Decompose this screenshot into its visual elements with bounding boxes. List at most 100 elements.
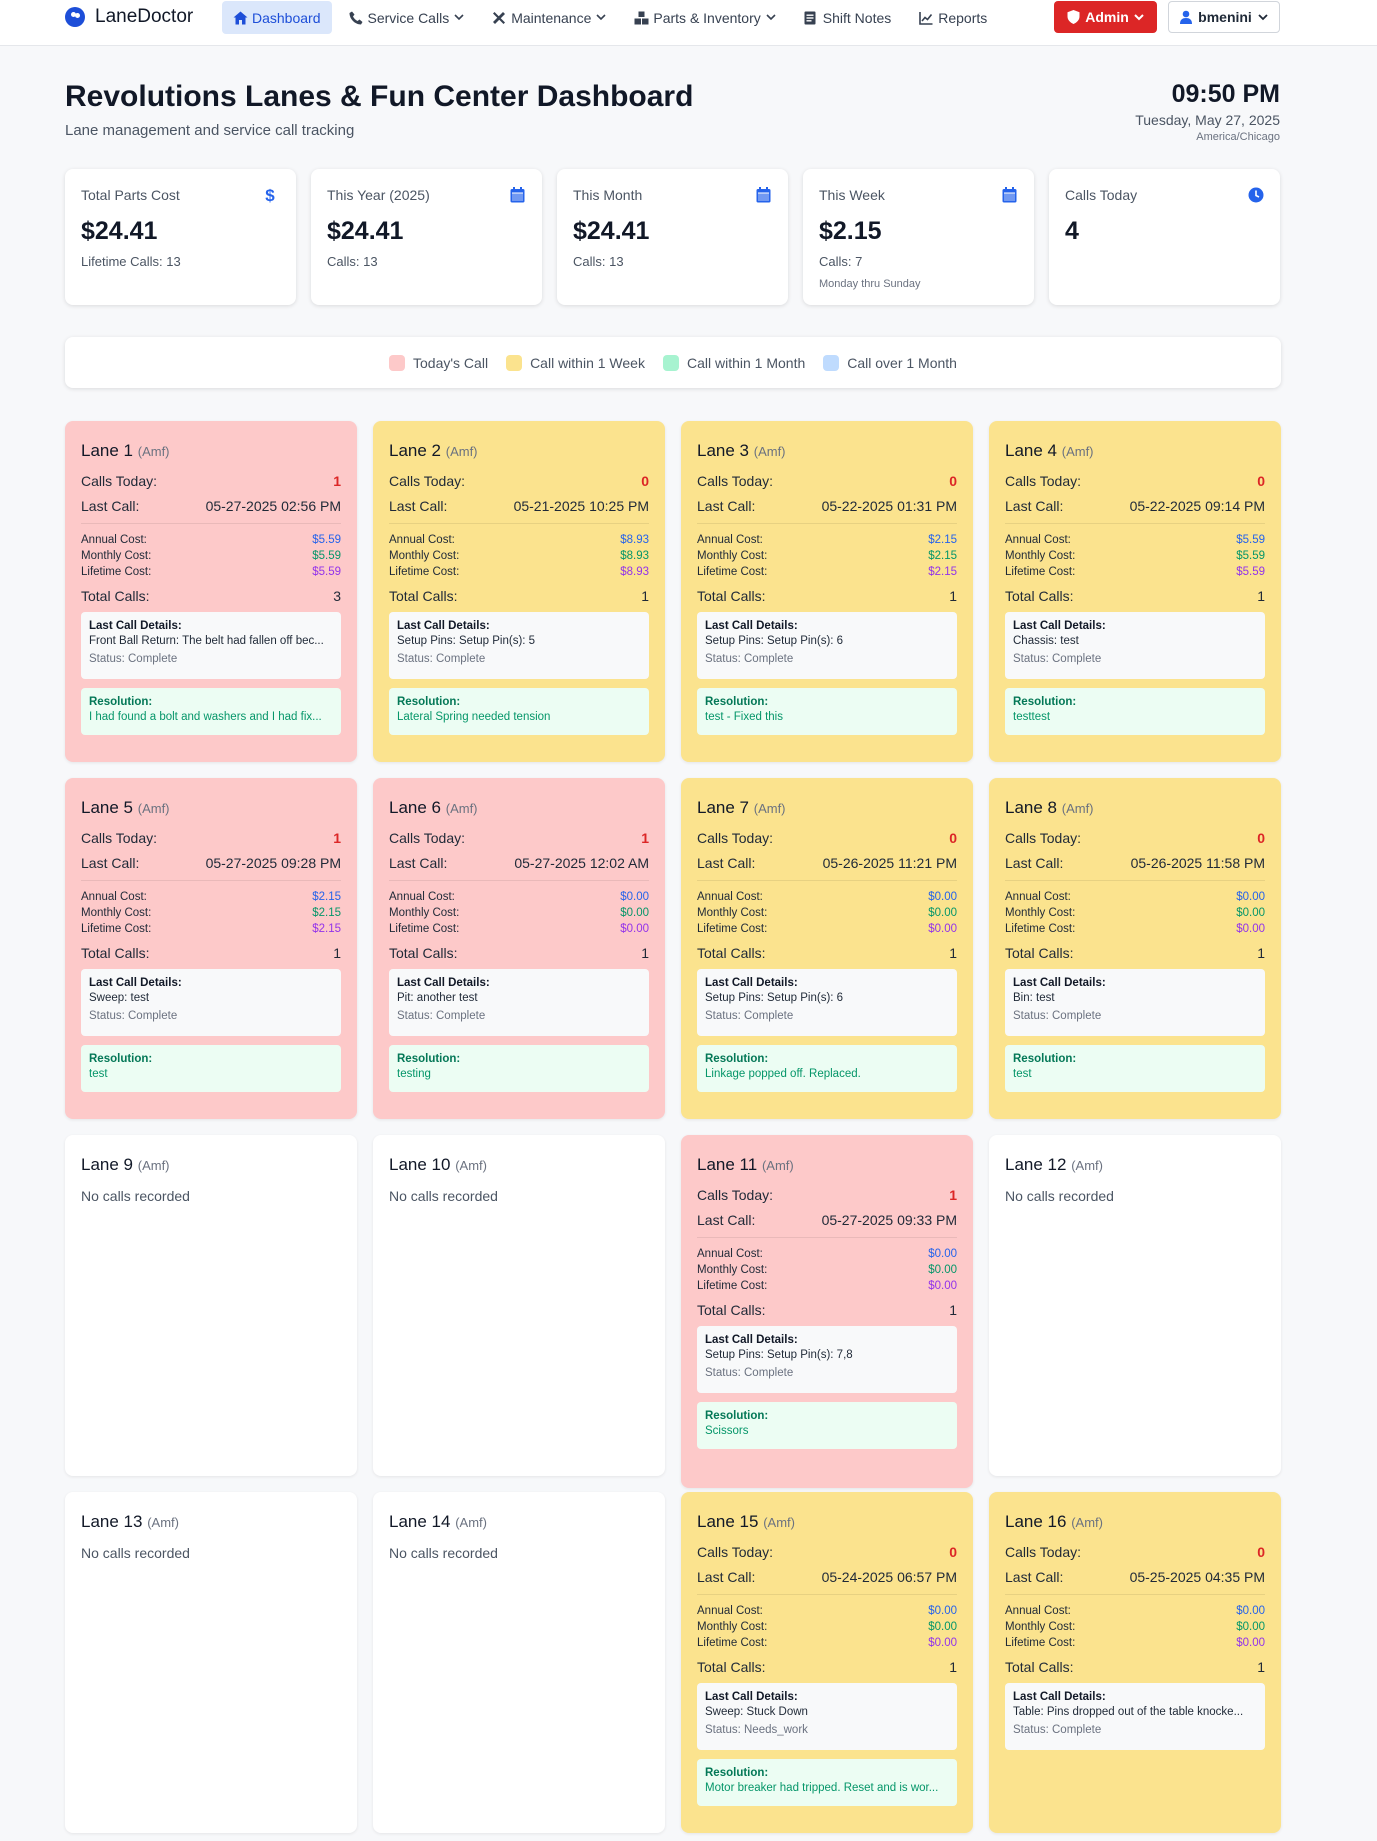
legend-label: Call within 1 Month: [686, 354, 806, 371]
nav-item-label: Reports: [938, 9, 988, 26]
nav-item-reports[interactable]: Reports: [908, 1, 998, 34]
calls-today-label: Calls Today:: [697, 1543, 774, 1560]
lane-card[interactable]: Lane 14 (Amf) No calls recorded: [373, 1492, 665, 1833]
lane-card[interactable]: Lane 16 (Amf) Calls Today: 0 Last Call: 05-2…: [989, 1492, 1281, 1833]
nav-item-parts-inventory[interactable]: Parts & Inventory: [623, 1, 786, 34]
lane-title: Lane 12 (Amf): [1005, 1155, 1265, 1177]
details-heading: Last Call Details:: [705, 1691, 798, 1703]
cost-list: Annual Cost: $0.00 Monthly Cost: $0.00 Lifet…: [1005, 1603, 1265, 1651]
resolution-text: testing: [397, 1068, 431, 1080]
legend-item: Call within 1 Month: [662, 354, 806, 371]
resolution-heading: Resolution:: [705, 1767, 769, 1779]
lane-card[interactable]: Lane 5 (Amf) Calls Today: 1 Last Call: 05-27…: [65, 778, 357, 1119]
lifetime-cost-row: Lifetime Cost: $0.00: [697, 1635, 957, 1651]
lane-make: (Amf): [445, 801, 478, 816]
details-heading: Last Call Details:: [1013, 977, 1106, 989]
lane-name: Lane 12: [1005, 1155, 1067, 1174]
lane-card[interactable]: Lane 7 (Amf) Calls Today: 0 Last Call: 05-26…: [681, 778, 973, 1119]
lifetime-cost-row: Lifetime Cost: $8.93: [389, 564, 649, 580]
last-call-label: Last Call:: [81, 498, 140, 514]
stat-card: This Month $24.41 Calls: 13: [557, 169, 788, 305]
stat-value: $24.41: [81, 217, 158, 245]
page-subtitle: Lane management and service call trackin…: [65, 122, 355, 139]
cost-list: Annual Cost: $0.00 Monthly Cost: $0.00 Lifet…: [697, 889, 957, 937]
nav-item-label: Maintenance: [511, 9, 592, 26]
lane-card[interactable]: Lane 3 (Amf) Calls Today: 0 Last Call: 05-22…: [681, 421, 973, 762]
legend-item: Today's Call: [389, 354, 488, 371]
lane-name: Lane 14: [389, 1512, 451, 1531]
lane-make: (Amf): [1061, 444, 1094, 459]
lane-card[interactable]: Lane 2 (Amf) Calls Today: 0 Last Call: 05-21…: [373, 421, 665, 762]
details-text: Front Ball Return: The belt had fallen o…: [89, 635, 324, 647]
lanes-grid: Lane 1 (Amf) Calls Today: 1 Last Call: 05-27…: [65, 421, 1281, 1833]
lane-card[interactable]: Lane 6 (Amf) Calls Today: 1 Last Call: 05-27…: [373, 778, 665, 1119]
monthly-cost-label: Monthly Cost:: [1005, 907, 1076, 919]
total-calls-row: Total Calls: 1: [1005, 1656, 1265, 1677]
lane-card[interactable]: Lane 11 (Amf) Calls Today: 1 Last Call: 05-2…: [681, 1135, 973, 1488]
annual-cost-value: $2.15: [312, 891, 341, 903]
lane-card[interactable]: Lane 1 (Amf) Calls Today: 1 Last Call: 05-27…: [65, 421, 357, 762]
monthly-cost-label: Monthly Cost:: [81, 550, 152, 562]
last-call-label: Last Call:: [81, 855, 140, 871]
last-call-details: Last Call Details: Sweep: test Status: Com…: [81, 969, 341, 1036]
last-call-value: 05-22-2025 01:31 PM: [821, 498, 957, 514]
total-calls-value: 1: [641, 587, 649, 604]
last-call-label: Last Call:: [389, 498, 448, 514]
lane-card[interactable]: Lane 9 (Amf) No calls recorded: [65, 1135, 357, 1476]
details-status: Status: Complete: [89, 653, 178, 665]
stat-card: Total Parts Cost $ $24.41 Lifetime Calls: 1…: [65, 169, 296, 305]
annual-cost-value: $8.93: [620, 534, 649, 546]
user-dropdown-button[interactable]: bmenini: [1168, 1, 1280, 33]
lane-card[interactable]: Lane 12 (Amf) No calls recorded: [989, 1135, 1281, 1476]
lane-card[interactable]: Lane 8 (Amf) Calls Today: 0 Last Call: 05-26…: [989, 778, 1281, 1119]
total-calls-row: Total Calls: 1: [697, 1656, 957, 1677]
no-calls-text: No calls recorded: [81, 1188, 190, 1204]
total-calls-value: 1: [1257, 1658, 1265, 1675]
annual-cost-value: $0.00: [1236, 1605, 1265, 1617]
lifetime-cost-value: $8.93: [620, 566, 649, 578]
calls-today-label: Calls Today:: [389, 829, 466, 846]
total-calls-label: Total Calls:: [389, 587, 458, 604]
monthly-cost-label: Monthly Cost:: [697, 1621, 768, 1633]
lane-card[interactable]: Lane 13 (Amf) No calls recorded: [65, 1492, 357, 1833]
lane-card[interactable]: Lane 15 (Amf) Calls Today: 0 Last Call: 05-2…: [681, 1492, 973, 1833]
cost-list: Annual Cost: $0.00 Monthly Cost: $0.00 Lifet…: [697, 1246, 957, 1294]
last-call-details: Last Call Details: Sweep: Stuck Down Statu…: [697, 1683, 957, 1750]
last-call-row: Last Call: 05-25-2025 04:35 PM: [1005, 1568, 1265, 1595]
details-status: Status: Complete: [89, 1010, 178, 1022]
calls-today-label: Calls Today:: [81, 472, 158, 489]
last-call-details: Last Call Details: Setup Pins: Setup Pin(…: [389, 612, 649, 679]
current-time: 09:50 PM: [1171, 80, 1280, 108]
last-call-row: Last Call: 05-24-2025 06:57 PM: [697, 1568, 957, 1595]
calls-today-value: 1: [333, 472, 341, 489]
details-status: Status: Complete: [1013, 653, 1102, 665]
details-heading: Last Call Details:: [89, 620, 182, 632]
annual-cost-label: Annual Cost:: [389, 534, 455, 546]
lane-card[interactable]: Lane 10 (Amf) No calls recorded: [373, 1135, 665, 1476]
last-call-value: 05-21-2025 10:25 PM: [513, 498, 649, 514]
bowling-ball-icon: [65, 7, 85, 27]
nav-item-maintenance[interactable]: Maintenance: [481, 1, 617, 34]
nav-item-service-calls[interactable]: Service Calls: [338, 1, 476, 34]
svg-text:$: $: [265, 187, 275, 203]
total-calls-value: 1: [641, 944, 649, 961]
last-call-row: Last Call: 05-27-2025 12:02 AM: [389, 854, 649, 881]
admin-dropdown-button[interactable]: Admin: [1054, 1, 1157, 33]
stat-label: This Week: [819, 187, 885, 203]
calendar-icon: [1002, 187, 1018, 203]
calls-today-row: Calls Today: 0: [697, 827, 957, 848]
annual-cost-value: $5.59: [312, 534, 341, 546]
last-call-label: Last Call:: [697, 1569, 756, 1585]
lifetime-cost-row: Lifetime Cost: $0.00: [389, 921, 649, 937]
nav-item-dashboard[interactable]: Dashboard: [222, 1, 332, 34]
nav-item-shift-notes[interactable]: Shift Notes: [793, 1, 902, 34]
brand[interactable]: LaneDoctor: [65, 0, 193, 34]
lifetime-cost-label: Lifetime Cost:: [389, 566, 460, 578]
stat-sub: Calls: 13: [573, 254, 624, 269]
last-call-value: 05-27-2025 09:28 PM: [205, 855, 341, 871]
annual-cost-value: $0.00: [928, 1605, 957, 1617]
lane-card[interactable]: Lane 4 (Amf) Calls Today: 0 Last Call: 05-22…: [989, 421, 1281, 762]
annual-cost-value: $0.00: [928, 1248, 957, 1260]
lane-make: (Amf): [1061, 801, 1094, 816]
user-label: bmenini: [1198, 9, 1252, 25]
